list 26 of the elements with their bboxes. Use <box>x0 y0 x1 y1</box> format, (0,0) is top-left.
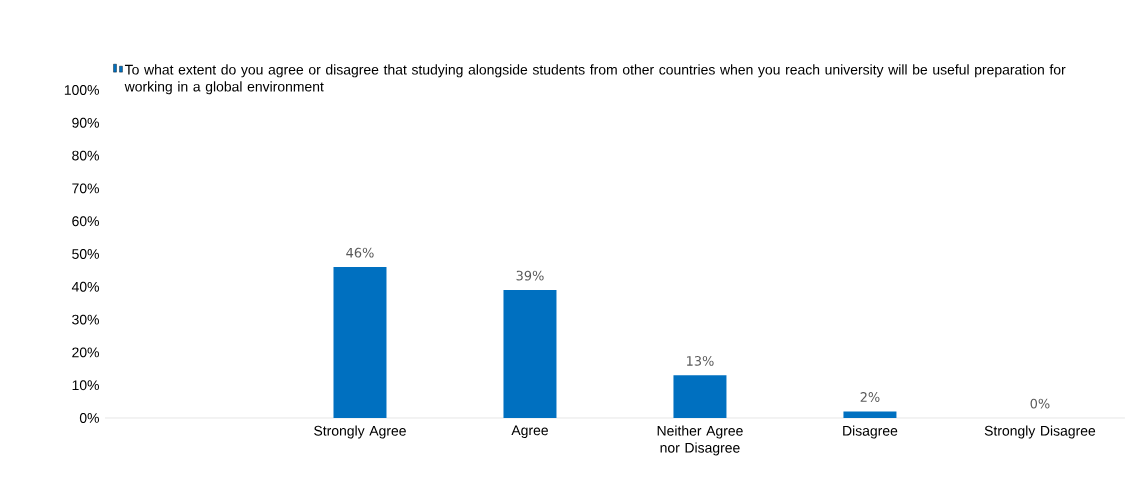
legend-label: To what extent do you agree or disagree that studying alongside students from other countries when you reach university will be useful preparation for working in a global environment <box>124 64 1066 95</box>
data-label: 0% <box>1030 398 1050 409</box>
y-tick-label: 40% <box>71 281 99 292</box>
y-tick-label: 10% <box>72 380 99 391</box>
y-tick-label: 0% <box>79 413 99 423</box>
x-tick-label: Disagree <box>843 425 898 439</box>
y-tick-label: 90% <box>72 117 99 128</box>
x-tick-label: Agree <box>511 425 548 438</box>
data-label: 46% <box>346 247 374 258</box>
data-label: 13% <box>686 356 714 366</box>
bar <box>843 411 897 418</box>
y-tick-label: 100% <box>64 85 99 95</box>
x-tick-label: Strongly Agree <box>314 425 406 439</box>
y-tick-label: 30% <box>72 314 99 325</box>
bar <box>673 375 727 418</box>
y-tick-label: 20% <box>72 347 99 358</box>
y-tick-label: 70% <box>72 183 99 194</box>
y-tick-label: 50% <box>72 249 99 259</box>
y-tick-label: 60% <box>72 216 99 227</box>
x-tick-label: Strongly Disagree <box>984 425 1096 439</box>
data-label: 2% <box>860 392 880 402</box>
data-label: 39% <box>516 270 544 281</box>
bar <box>503 290 557 418</box>
y-tick-label: 80% <box>72 150 99 161</box>
bar <box>333 267 387 418</box>
x-tick-label: Neither Agree nor Disagree <box>657 425 743 456</box>
